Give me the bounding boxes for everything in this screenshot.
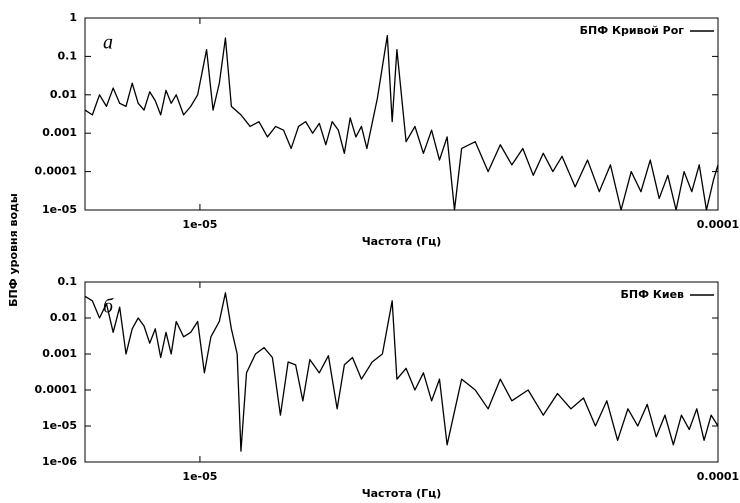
y-tick-label: 0.01	[50, 88, 77, 101]
y-tick-label: 0.0001	[35, 383, 77, 396]
y-tick-label: 0.1	[58, 49, 78, 62]
y-axis-label: БПФ уровня воды	[7, 193, 20, 307]
series-line	[84, 34, 719, 211]
legend-label: БПФ Киев	[621, 288, 684, 301]
plot-frame	[84, 281, 719, 463]
y-tick-label: 0.0001	[35, 165, 77, 178]
panel-annotation: а	[103, 32, 113, 54]
y-tick-label: 1e-05	[42, 419, 77, 432]
y-tick-label: 1e-05	[42, 203, 77, 216]
y-tick-label: 0.001	[42, 126, 77, 139]
y-tick-label: 1e-06	[42, 455, 77, 468]
series-line	[84, 292, 719, 452]
y-tick-label: 0.1	[58, 275, 78, 288]
y-tick-label: 0.01	[50, 311, 77, 324]
plot-frame	[84, 17, 719, 211]
x-tick-label: 0.0001	[697, 470, 739, 483]
x-axis-label: Частота (Гц)	[362, 235, 442, 248]
y-tick-label: 1	[69, 11, 77, 24]
panel-annotation: б	[103, 296, 114, 318]
x-tick-label: 0.0001	[697, 218, 739, 231]
legend-label: БПФ Кривой Рог	[580, 24, 685, 37]
x-tick-label: 1e-05	[182, 470, 217, 483]
x-tick-label: 1e-05	[182, 218, 217, 231]
y-tick-label: 0.001	[42, 347, 77, 360]
x-axis-label: Частота (Гц)	[362, 487, 442, 500]
